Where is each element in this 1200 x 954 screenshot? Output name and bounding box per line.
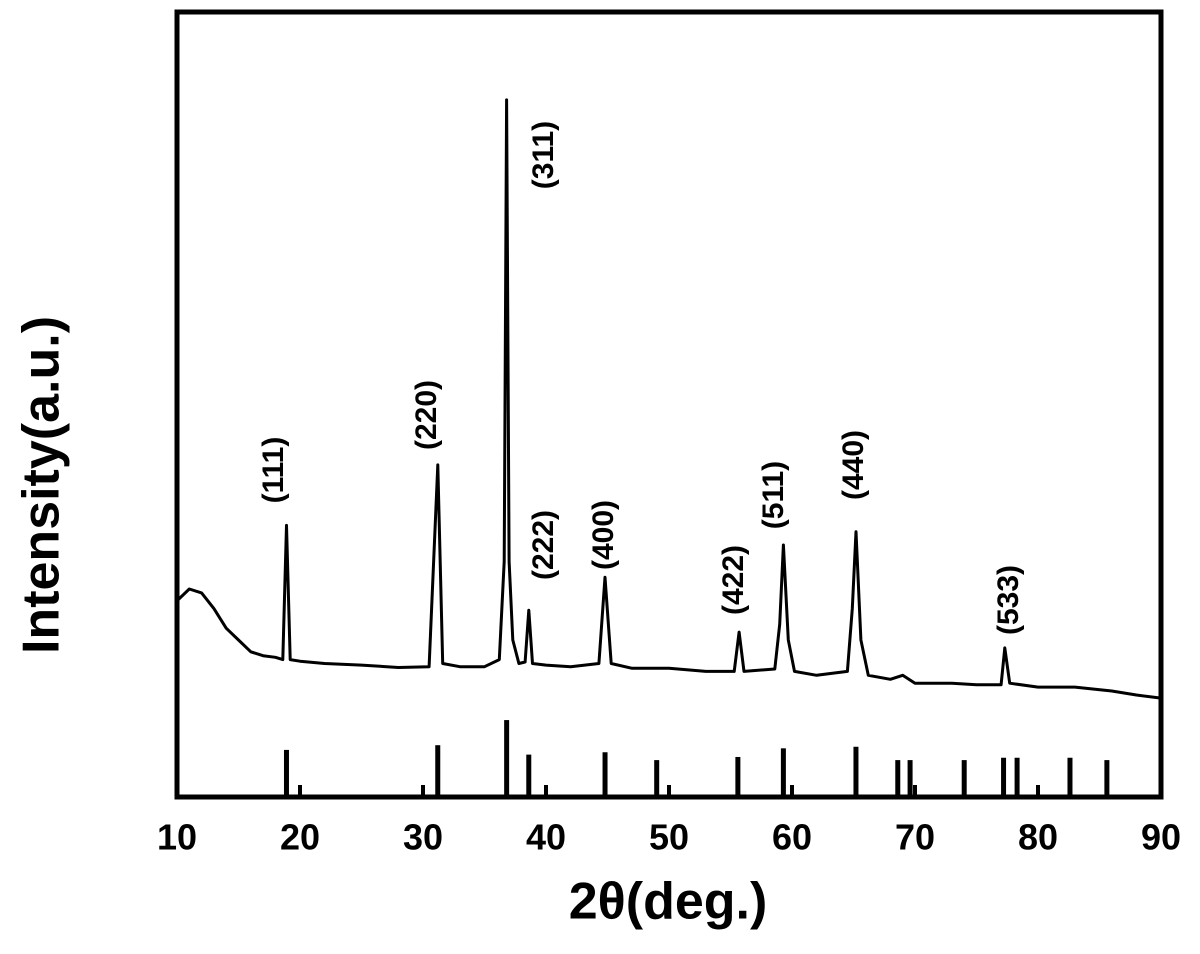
reference-line bbox=[526, 754, 532, 797]
x-tick-label: 90 bbox=[1141, 817, 1181, 858]
reference-line bbox=[961, 760, 967, 797]
peak-label: (222) bbox=[527, 510, 560, 580]
reference-line bbox=[602, 752, 608, 797]
peak-label: (511) bbox=[757, 461, 790, 529]
x-tick-label: 40 bbox=[526, 817, 566, 858]
x-tick-label: 20 bbox=[280, 817, 320, 858]
x-tick-label: 70 bbox=[895, 817, 935, 858]
x-tick-label: 60 bbox=[772, 817, 812, 858]
peak-label: (111) bbox=[257, 437, 290, 504]
xrd-pattern bbox=[175, 98, 1162, 700]
reference-line bbox=[780, 748, 786, 797]
peak-label: (422) bbox=[717, 545, 750, 615]
reference-line bbox=[1014, 757, 1020, 797]
x-tick-label: 10 bbox=[157, 817, 197, 858]
peak-label: (400) bbox=[587, 500, 620, 570]
reference-line bbox=[1067, 757, 1073, 797]
reference-line bbox=[735, 756, 741, 797]
reference-line bbox=[895, 760, 901, 797]
reference-line bbox=[907, 760, 913, 797]
peak-label: (440) bbox=[837, 430, 870, 500]
x-tick-label: 80 bbox=[1018, 817, 1058, 858]
x-tick-label: 30 bbox=[403, 817, 443, 858]
peak-label: (220) bbox=[410, 380, 443, 450]
reference-line bbox=[1001, 757, 1007, 797]
y-axis-label: Intensity(a.u.) bbox=[13, 316, 71, 654]
reference-line bbox=[283, 749, 289, 797]
plot-frame bbox=[174, 9, 1164, 800]
reference-line bbox=[504, 720, 510, 797]
reference-line bbox=[654, 760, 660, 797]
peak-label: (533) bbox=[992, 565, 1025, 635]
peak-label: (311) bbox=[527, 121, 560, 189]
reference-line bbox=[435, 745, 441, 797]
x-axis-label: 2θ(deg.) bbox=[569, 873, 768, 931]
reference-line bbox=[1104, 760, 1110, 797]
x-tick-label: 50 bbox=[649, 817, 689, 858]
reference-line bbox=[853, 746, 859, 797]
